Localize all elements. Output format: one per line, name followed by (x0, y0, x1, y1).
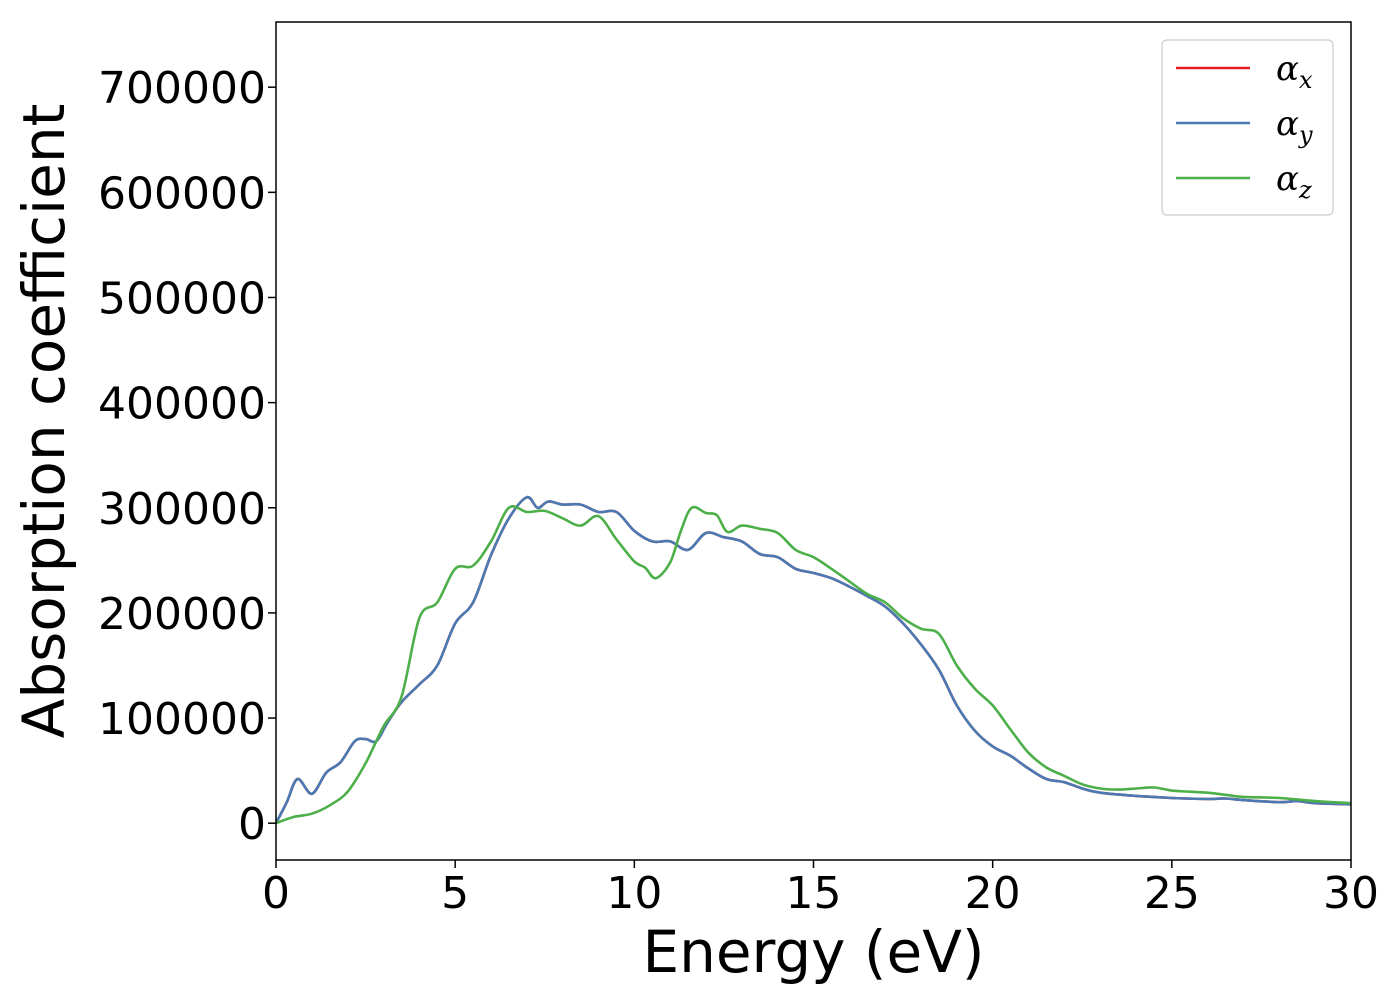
x-axis-title: Energy (eV) (642, 918, 984, 986)
x-tick-label: 15 (786, 868, 842, 919)
legend-label-z: αz (1276, 159, 1312, 204)
series-line-y (276, 495, 1351, 825)
legend-symbol: α (1276, 104, 1299, 144)
legend-symbol: α (1276, 159, 1299, 199)
legend-label-x: αx (1276, 49, 1313, 94)
series-layer (276, 495, 1351, 825)
x-tick-label: 30 (1323, 868, 1379, 919)
y-tick-label: 100000 (98, 694, 266, 745)
x-tick-label: 20 (965, 868, 1021, 919)
y-axis-title: Absorption coefficient (10, 104, 78, 739)
x-tick-label: 25 (1144, 868, 1200, 919)
y-tick-label: 400000 (98, 379, 266, 430)
x-tick-label: 5 (441, 868, 469, 919)
legend-symbol: α (1276, 49, 1299, 89)
y-tick-label: 300000 (98, 484, 266, 535)
legend-box (1161, 39, 1334, 216)
x-tick-label: 0 (262, 868, 290, 919)
y-tick-label: 0 (238, 799, 266, 850)
series-line-x (276, 495, 1351, 825)
legend-subscript: y (1298, 121, 1313, 149)
series-line-z (276, 505, 1351, 825)
y-tick-label: 700000 (98, 63, 266, 114)
legend-subscript: z (1298, 176, 1312, 204)
x-tick-label: 10 (606, 868, 662, 919)
y-tick-label: 500000 (98, 273, 266, 324)
y-tick-label: 600000 (98, 168, 266, 219)
legend-label-y: αy (1276, 104, 1313, 149)
y-tick-label: 200000 (98, 589, 266, 640)
legend-subscript: x (1299, 66, 1313, 94)
x-axis: 0 5 10 15 20 25 30 (262, 860, 1379, 919)
y-axis: 0 100000 200000 300000 400000 500000 600000 700… (98, 63, 276, 850)
